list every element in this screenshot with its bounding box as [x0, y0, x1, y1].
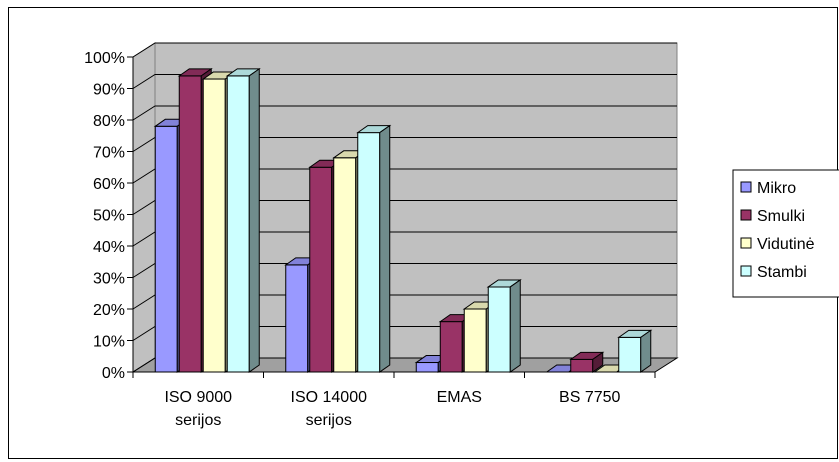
legend-item: Smulki: [740, 208, 805, 225]
bar-front: [415, 362, 439, 373]
bar: [225, 67, 261, 373]
y-tick-label: 70%: [93, 145, 125, 162]
gridline: [132, 105, 677, 121]
x-category-label-line: BS 7750: [559, 389, 620, 406]
x-category-label: EMAS: [437, 389, 482, 406]
legend-label: Stambi: [757, 264, 807, 281]
y-tick-label: 60%: [93, 176, 125, 193]
bar-front: [178, 75, 202, 373]
bar-front: [154, 125, 178, 373]
y-tick-label: 40%: [93, 239, 125, 256]
bar-front: [202, 78, 226, 373]
legend-item: Stambi: [740, 264, 807, 281]
y-tick-label: 100%: [84, 50, 125, 67]
legend-label: Mikro: [757, 180, 796, 197]
legend-swatch: [740, 265, 752, 277]
bar-front: [618, 336, 642, 373]
bar: [569, 351, 605, 373]
x-category-label-line: ISO 14000: [291, 389, 368, 406]
bar-front: [309, 166, 333, 373]
bar: [486, 278, 522, 373]
x-category-label: ISO 14000 serijos: [291, 389, 368, 429]
legend-item: Mikro: [740, 180, 796, 197]
legend-item: Vidutinė: [740, 236, 815, 253]
y-axis: 0% 10% 20% 30% 40% 50% 60% 70% 80% 90% 100%: [84, 50, 134, 382]
gridline: [132, 42, 677, 58]
bar-front: [333, 157, 357, 373]
y-tick-label: 0%: [102, 365, 125, 382]
bar: [617, 329, 653, 373]
legend-swatch: [740, 237, 752, 249]
gridline: [132, 74, 677, 89]
bar-side: [379, 124, 391, 373]
x-category-label: BS 7750: [559, 389, 620, 406]
bar-front: [285, 264, 309, 373]
x-category-label-line: serijos: [306, 412, 352, 429]
bar-side: [248, 67, 260, 373]
bar-side: [509, 278, 521, 373]
bar-front: [357, 132, 381, 373]
bar-side: [640, 329, 652, 373]
legend-swatch: [740, 209, 752, 221]
x-category-label-line: EMAS: [437, 389, 482, 406]
bar-front: [570, 358, 594, 373]
x-category-label-line: serijos: [175, 412, 221, 429]
x-category-label-line: ISO 9000: [164, 389, 232, 406]
legend-label: Vidutinė: [757, 236, 815, 253]
y-tick-label: 80%: [93, 113, 125, 130]
bar-front: [226, 75, 250, 373]
bar-front: [463, 308, 487, 373]
y-tick-label: 10%: [93, 334, 125, 351]
x-axis: ISO 9000 serijos ISO 14000 serijos EMAS BS 77…: [132, 371, 656, 429]
y-tick-label: 90%: [93, 82, 125, 99]
bar: [356, 124, 392, 373]
y-tick-label: 20%: [93, 302, 125, 319]
x-category-label: ISO 9000 serijos: [164, 389, 232, 429]
legend-label: Smulki: [757, 208, 805, 225]
bar-side: [592, 351, 604, 373]
y-tick-label: 30%: [93, 271, 125, 288]
y-tick-label: 50%: [93, 208, 125, 225]
legend-swatch: [740, 181, 752, 193]
bar-front: [487, 286, 511, 373]
bar-front: [439, 321, 463, 373]
bars: [153, 67, 653, 373]
legend: Mikro Smulki Vidutinė Stambi: [732, 169, 839, 298]
